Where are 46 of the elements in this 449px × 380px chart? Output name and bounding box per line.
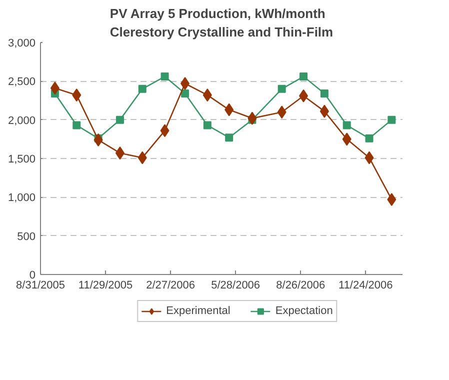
point [181, 90, 190, 98]
point [248, 112, 257, 125]
point [387, 192, 396, 206]
point [116, 116, 124, 124]
point [320, 90, 328, 98]
x-tick-label: 8/26/2006 [276, 280, 326, 292]
point [342, 132, 352, 146]
x-tick-label: 2/27/2006 [146, 280, 196, 292]
point [160, 124, 170, 138]
point [50, 82, 60, 95]
point [72, 88, 82, 102]
point [180, 76, 190, 90]
x-tick-label: 11/29/2005 [78, 280, 133, 292]
chart-subtitle: Clerestory Crystalline and Thin-Film [110, 24, 334, 40]
x-tick-label: 11/24/2006 [338, 280, 393, 292]
point [320, 104, 329, 118]
point [278, 84, 286, 93]
point [365, 134, 374, 142]
point [300, 72, 308, 81]
point [138, 151, 147, 164]
y-tick-label: 1,000 [8, 192, 36, 204]
y-tick-label: 500 [17, 230, 36, 243]
point [299, 89, 308, 102]
point [388, 116, 396, 124]
point [225, 134, 234, 142]
point [138, 84, 146, 93]
point [94, 133, 103, 146]
point [203, 121, 212, 130]
point [202, 88, 212, 102]
point [277, 106, 286, 119]
point [160, 72, 169, 81]
chart-title: PV Array 5 Production, kWh/month [110, 6, 326, 21]
x-tick-label: 5/28/2006 [211, 280, 260, 292]
point [342, 121, 351, 130]
point [224, 103, 234, 116]
legend-label: Experimental [166, 304, 230, 318]
y-tick-label: 3,000 [8, 38, 36, 50]
legend-label: Expectation [275, 304, 333, 318]
point [115, 146, 124, 160]
y-tick-label: 2,500 [8, 76, 36, 88]
x-tick-label: 8/31/2005 [16, 280, 65, 292]
y-tick-label: 0 [29, 270, 36, 282]
point [364, 151, 374, 164]
y-tick-label: 1,500 [8, 154, 36, 166]
y-tick-label: 2,000 [8, 114, 36, 127]
point [72, 121, 81, 130]
